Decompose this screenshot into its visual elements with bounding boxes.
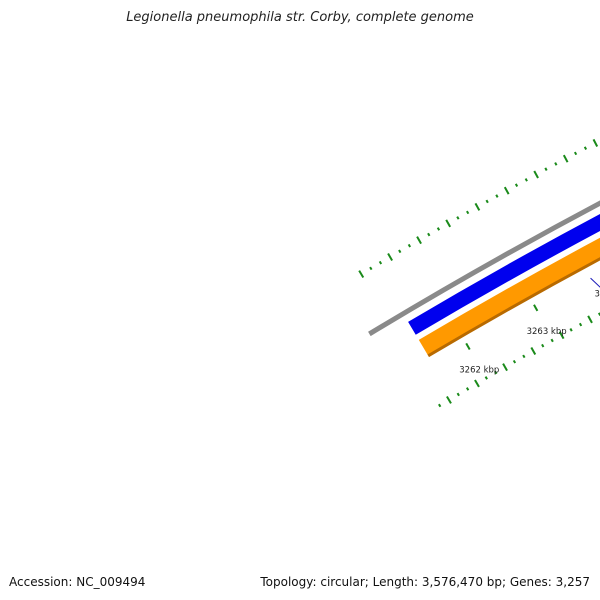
- gc-skew-mark: [427, 232, 431, 237]
- gc-skew-mark: [562, 154, 569, 163]
- gc-skew-mark: [456, 392, 460, 397]
- gc-skew-mark: [398, 249, 402, 254]
- gc-skew-mark: [592, 138, 599, 147]
- gc-skew-mark: [485, 199, 489, 204]
- gc-skew-mark: [495, 194, 499, 198]
- gc-skew-mark: [474, 379, 480, 388]
- gc-skew-mark: [573, 151, 578, 156]
- gene-label-leader: [590, 277, 600, 288]
- gc-skew-mark: [416, 236, 422, 245]
- gc-skew-mark: [436, 227, 441, 231]
- reverse-cds-edge: [427, 257, 600, 358]
- gc-skew-mark: [378, 260, 383, 265]
- genome-stats-text: Topology: circular; Length: 3,576,470 bp…: [260, 575, 590, 589]
- gc-skew-mark: [502, 363, 508, 372]
- backbone-line: [368, 200, 600, 337]
- ruler-tick-label: 3262 kbp: [459, 365, 499, 375]
- accession-text: Accession: NC_009494: [9, 575, 146, 589]
- gc-skew-mark: [514, 183, 519, 188]
- ruler-tick: [533, 304, 539, 312]
- gc-skew-mark: [569, 328, 573, 332]
- gc-skew-mark: [445, 219, 452, 228]
- gc-skew-mark: [358, 270, 365, 279]
- gc-skew-mark: [407, 243, 412, 248]
- gc-skew-mark: [387, 253, 393, 261]
- gc-skew-mark: [456, 216, 460, 220]
- gc-skew-mark: [522, 354, 526, 359]
- ruler-tick-label: 3264 kbp: [595, 290, 600, 300]
- reverse-cds-feature: [418, 237, 600, 356]
- forward-cds-feature: [408, 214, 600, 335]
- gc-skew-mark: [533, 170, 539, 179]
- gc-skew-mark: [541, 343, 545, 348]
- gc-skew-mark: [474, 202, 481, 211]
- gc-skew-mark: [558, 331, 565, 340]
- map-title: Legionella pneumophila str. Corby, compl…: [126, 10, 474, 25]
- gc-skew-mark: [503, 186, 510, 195]
- gc-skew-mark: [438, 403, 442, 408]
- gc-skew-mark: [512, 359, 517, 364]
- gc-skew-mark: [369, 266, 373, 271]
- gc-skew-mark: [578, 322, 583, 327]
- gene-labels: rpoBLPC_3020: [590, 277, 600, 288]
- gc-skew-mark: [466, 210, 470, 215]
- gc-skew-mark: [484, 376, 488, 380]
- gc-skew-mark: [524, 178, 528, 182]
- backbone-track: [368, 200, 600, 337]
- ruler-tick: [465, 342, 471, 350]
- ruler-tick-label: 3263 kbp: [527, 327, 567, 337]
- gc-skew-mark: [446, 395, 452, 404]
- reverse-cds-track: [418, 237, 600, 358]
- gc-skew-mark: [583, 146, 588, 150]
- gc-skew-mark: [544, 167, 548, 171]
- gc-skew-mark: [530, 347, 537, 355]
- gc-skew-mark: [550, 338, 554, 343]
- forward-cds-track: [408, 214, 600, 335]
- gc-skew-mark: [494, 370, 498, 375]
- gc-skew-mark: [554, 162, 558, 166]
- gc-skew-mark: [465, 387, 470, 391]
- gc-skew-mark: [587, 315, 593, 324]
- gc-skew-track: [358, 138, 600, 408]
